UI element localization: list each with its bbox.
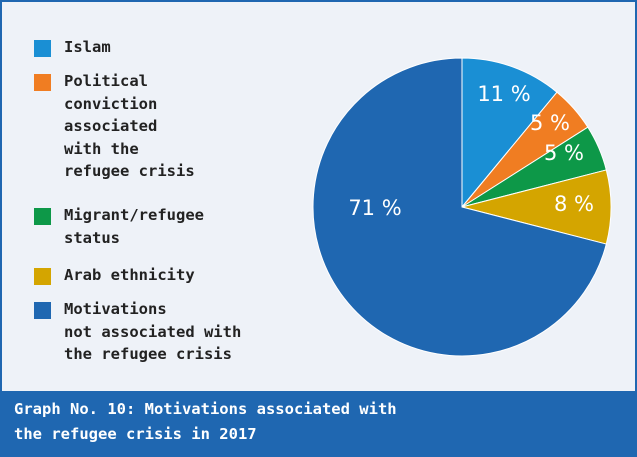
chart-caption: Graph No. 10: Motivations associated wit… bbox=[2, 391, 635, 455]
legend-swatch bbox=[34, 40, 51, 57]
legend-swatch bbox=[34, 302, 51, 319]
pie-slice bbox=[312, 57, 607, 357]
legend-label: Arab ethnicity bbox=[64, 266, 195, 284]
slice-value-label: 8 % bbox=[554, 192, 594, 216]
slice-value-label: 5 % bbox=[544, 141, 584, 165]
legend-swatch bbox=[34, 74, 51, 91]
legend-label: Motivations not associated with the refu… bbox=[64, 300, 242, 363]
slice-value-label: 71 % bbox=[348, 196, 401, 220]
legend-label: Islam bbox=[64, 38, 111, 56]
pie-slice bbox=[461, 57, 558, 209]
caption-line-1: Graph No. 10: Motivations associated wit… bbox=[14, 400, 397, 418]
legend-swatch bbox=[34, 208, 51, 225]
pie-chart: 11 %5 %5 %8 %71 % bbox=[312, 57, 612, 357]
slice-value-label: 11 % bbox=[477, 82, 530, 106]
caption-line-2: the refugee crisis in 2017 bbox=[14, 425, 257, 443]
slice-value-label: 5 % bbox=[530, 111, 570, 135]
legend-label: Migrant/refugee status bbox=[64, 206, 204, 247]
legend-swatch bbox=[34, 268, 51, 285]
legend-label: Political conviction associated with the… bbox=[64, 72, 195, 180]
